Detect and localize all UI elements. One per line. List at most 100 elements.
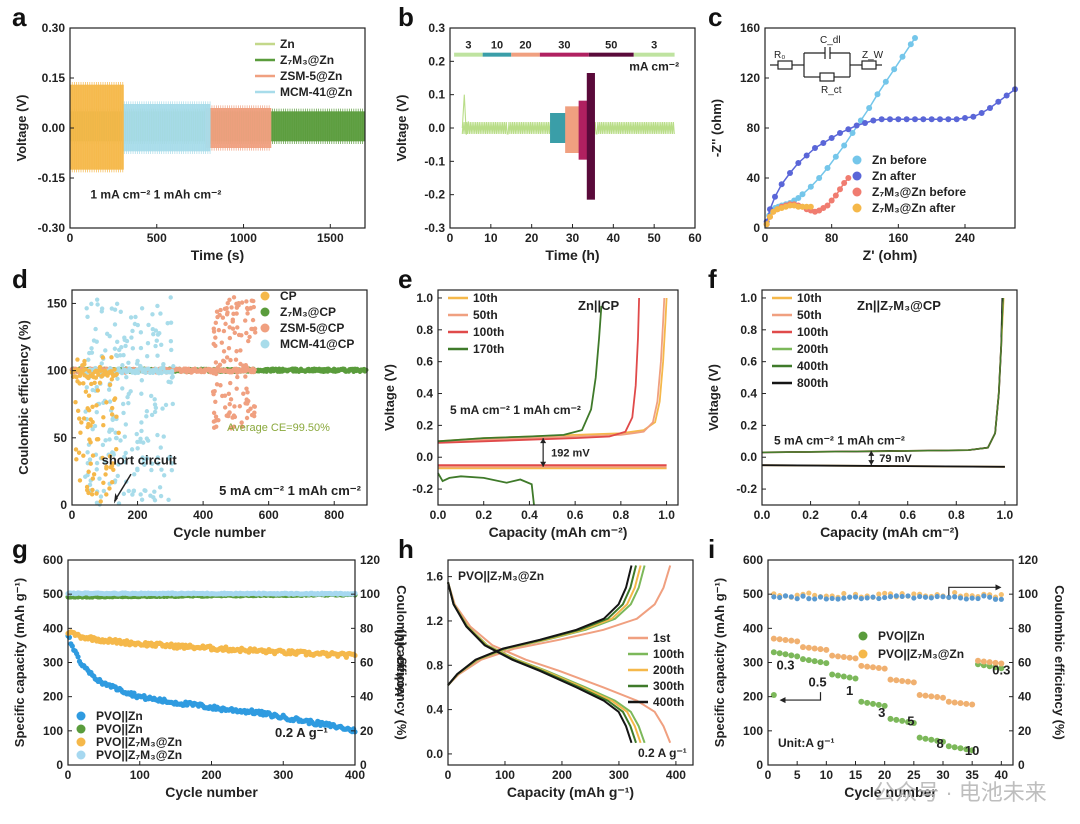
nyquist-point: [987, 105, 993, 111]
ce-point: [213, 399, 218, 404]
rate-segment: [511, 52, 540, 57]
ce-point: [97, 380, 103, 386]
capacity-point-z7: [957, 700, 964, 707]
x-tick-label: 5: [794, 768, 801, 782]
capacity-point-zn: [835, 672, 841, 679]
voltage-band: [70, 84, 124, 170]
legend-label: 200th: [797, 342, 828, 356]
y2-tick-label: 0: [1018, 758, 1025, 772]
ce-point: [122, 454, 127, 459]
x-axis-label: Capacity (mAh cm⁻²): [820, 524, 959, 540]
ce-point: [218, 307, 223, 313]
discharge-curve: [447, 581, 672, 744]
capacity-point-z7: [951, 699, 958, 706]
ce-point: [96, 372, 101, 377]
ce-point-zn: [969, 595, 975, 601]
ce-point: [234, 311, 239, 316]
ce-point: [95, 302, 100, 307]
nyquist-point: [828, 135, 835, 141]
ce-point: [113, 435, 119, 441]
ce-point: [87, 457, 93, 462]
ce-point: [227, 325, 232, 330]
x-tick-label: 0: [447, 231, 454, 245]
ce-point: [107, 486, 112, 491]
rate-segment: [482, 52, 512, 57]
ce-point: [89, 350, 95, 355]
plot-frame: [447, 559, 694, 766]
panel-letter: c: [708, 2, 722, 32]
x-tick-label: 35: [965, 768, 979, 782]
nyquist-point: [899, 53, 906, 60]
ce-point: [123, 343, 128, 349]
ce-point: [131, 488, 137, 493]
ce-point: [104, 492, 109, 497]
y-tick-label: 400: [43, 621, 63, 635]
ce-point-zn: [864, 595, 870, 601]
capacity-point-zn: [951, 744, 958, 751]
ce-point: [87, 437, 92, 442]
ce-point: [101, 415, 106, 420]
equivalent-circuit: [770, 47, 882, 82]
nyquist-point: [907, 41, 914, 48]
ce-point: [149, 467, 154, 473]
x-tick-label: 0.6: [567, 508, 584, 522]
ce-point: [101, 488, 107, 494]
legend-label: 400th: [797, 359, 828, 373]
ce-point: [130, 346, 136, 351]
y-axis-label: -Z'' (ohm): [709, 99, 724, 157]
legend-label: PVO||Z₇M₃@Zn: [878, 647, 964, 661]
ce-point: [103, 348, 108, 353]
panel-letter: g: [12, 534, 28, 564]
ce-point: [244, 386, 249, 391]
ce-point-zn: [975, 595, 981, 602]
ce-point: [222, 306, 228, 312]
capacity-point-z7: [922, 692, 929, 699]
legend-label: PVO||Z₇M₃@Zn: [96, 735, 182, 749]
x-tick-label: 1.0: [997, 508, 1014, 522]
ce-point: [123, 422, 129, 427]
ce-point-z7: [998, 591, 1004, 598]
x-tick-label: 240: [955, 231, 975, 245]
nyquist-point: [845, 126, 852, 133]
x-tick-label: 400: [666, 768, 686, 782]
ce-point: [247, 334, 252, 340]
ce-point: [169, 467, 175, 473]
legend-marker: [76, 724, 86, 734]
rate-step-label: 0.3: [992, 662, 1010, 677]
rate-label: 20: [519, 40, 531, 52]
capacity-point-z7: [858, 662, 865, 669]
ce-point: [213, 320, 219, 326]
x-tick-label: 0: [762, 231, 769, 245]
ce-point: [135, 446, 140, 451]
ce-point-zn: [835, 596, 841, 602]
ce-point: [168, 380, 173, 385]
ce-point: [168, 338, 174, 344]
ce-point: [161, 473, 167, 478]
legend-marker: [858, 631, 868, 641]
ce-point: [85, 450, 90, 455]
ce-point: [109, 377, 115, 382]
ce-point: [230, 317, 236, 322]
ce-point: [97, 476, 102, 481]
ce-point: [251, 298, 256, 304]
capacity-point-z7: [893, 677, 900, 684]
ce-point: [126, 360, 131, 365]
capacity-point-z7: [934, 694, 941, 701]
ce-axis-arrow: [948, 586, 996, 596]
legend-label: 50th: [797, 308, 822, 322]
y-tick-label: 0.6: [416, 355, 433, 369]
ce-point: [121, 410, 126, 416]
ce-point: [243, 401, 248, 406]
panel-letter: d: [12, 264, 28, 294]
ce-point-z7: [963, 592, 969, 598]
ce-point: [148, 393, 154, 399]
ce-point: [161, 434, 166, 439]
y2-tick-label: 20: [360, 724, 374, 738]
ce-point: [152, 498, 158, 503]
ce-point: [138, 363, 143, 369]
ce-point: [244, 415, 250, 421]
ce-point-zn: [911, 595, 917, 601]
capacity-point-z7: [823, 646, 830, 653]
capacity-point-zn: [916, 734, 923, 741]
panel-i: 0 5 10 15 20 25 30 35 40010020030040050060002040…: [708, 534, 1067, 800]
